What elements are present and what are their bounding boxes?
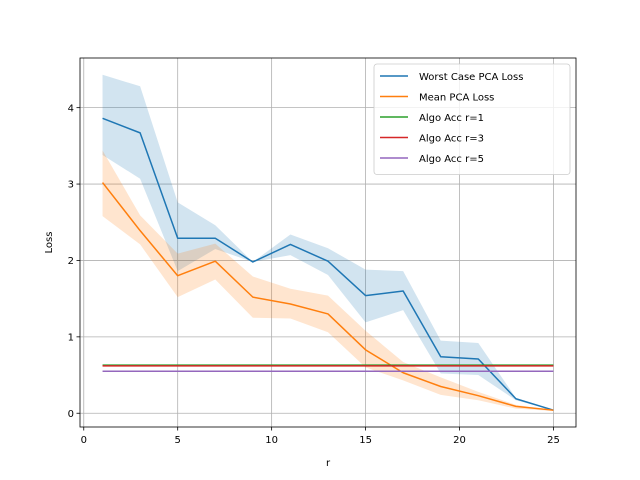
series-lines xyxy=(101,117,554,411)
y-tick-label: 0 xyxy=(68,409,74,420)
y-axis-label: Loss xyxy=(44,232,55,254)
mean-pca-loss-line xyxy=(101,182,554,411)
y-tick-label: 1 xyxy=(68,332,74,343)
legend-label-algo-acc-r-1: Algo Acc r=1 xyxy=(419,113,484,124)
y-tick-label: 2 xyxy=(68,256,74,267)
x-tick-label: 10 xyxy=(265,435,278,446)
mean-pca-loss-band xyxy=(102,150,554,411)
axes-frame xyxy=(79,57,577,428)
ticks: 0 5 10 15 20 25 0 1 2 3 4 xyxy=(68,103,560,446)
legend-label-algo-acc-r-3: Algo Acc r=3 xyxy=(419,133,484,144)
worst-case-pca-loss-line xyxy=(102,117,554,411)
y-tick-label: 4 xyxy=(68,103,74,114)
x-axis-label: r xyxy=(326,458,331,469)
legend-label-algo-acc-r-5: Algo Acc r=5 xyxy=(419,154,484,165)
x-tick-label: 0 xyxy=(81,435,87,446)
legend-box xyxy=(373,63,571,175)
legend-label-mean-pca-loss: Mean PCA Loss xyxy=(419,92,494,103)
legend-label-worst-case-pca-loss: Worst Case PCA Loss xyxy=(419,72,523,83)
legend: Worst Case PCA Loss Mean PCA Loss Algo Acc… xyxy=(373,63,571,175)
x-tick-label: 25 xyxy=(547,435,560,446)
x-tick-label: 15 xyxy=(359,435,372,446)
x-tick-label: 20 xyxy=(453,435,466,446)
y-tick-label: 3 xyxy=(68,180,74,191)
worst-case-pca-loss-band xyxy=(102,74,554,411)
confidence-bands xyxy=(102,74,554,411)
x-tick-label: 5 xyxy=(175,435,181,446)
